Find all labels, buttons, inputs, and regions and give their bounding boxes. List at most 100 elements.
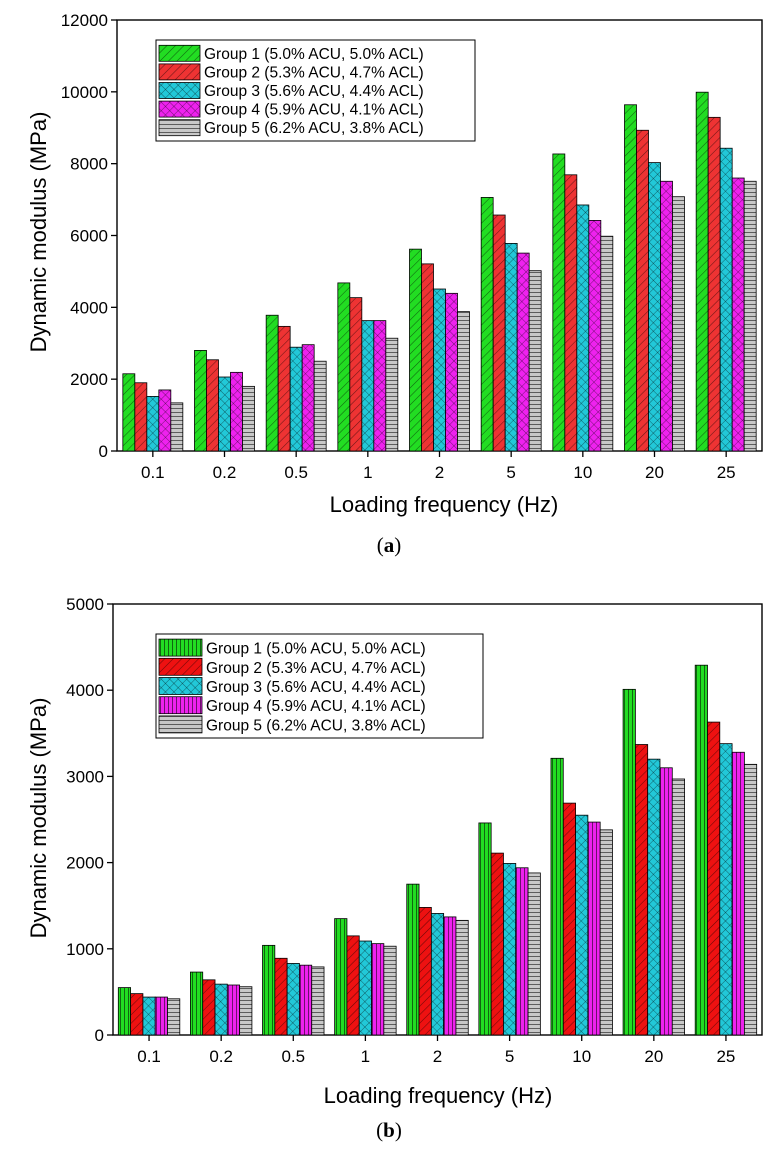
bar-hatch (480, 197, 494, 452)
bar-hatch (576, 204, 590, 452)
bar-hatch (707, 721, 721, 1036)
bar-hatch (142, 996, 156, 1036)
x-tick-label: 0.1 (137, 1047, 161, 1066)
y-tick-label: 0 (95, 1026, 104, 1045)
bar-hatch (371, 943, 385, 1036)
legend-swatch-hatch (158, 82, 201, 99)
bar-hatch (694, 664, 708, 1036)
x-tick-label: 2 (433, 1047, 442, 1066)
bar-hatch (731, 751, 745, 1036)
series-group-5 (167, 763, 758, 1036)
bar-hatch (130, 993, 144, 1036)
figure-caption: (a) (377, 533, 402, 557)
series-group-2 (130, 721, 721, 1036)
bar-hatch (731, 177, 745, 452)
y-tick-label: 6000 (70, 227, 108, 246)
y-tick-label: 10000 (61, 83, 108, 102)
bar-hatch (527, 872, 541, 1036)
series-group-3 (142, 743, 733, 1036)
bar-hatch (503, 863, 517, 1036)
bar-hatch (299, 964, 313, 1036)
bar-hatch (672, 196, 685, 452)
bar-hatch (239, 986, 253, 1036)
series-group-1 (117, 664, 708, 1036)
figure-caption: (b) (376, 1118, 402, 1142)
bar-hatch (433, 288, 446, 452)
x-tick-label: 0.5 (281, 1047, 305, 1066)
bar-hatch (194, 350, 207, 452)
bar-hatch (504, 243, 518, 452)
legend-swatch-hatch (158, 715, 203, 734)
caption-open: ( (377, 533, 384, 557)
y-tick-label: 4000 (70, 298, 108, 317)
x-tick-label: 0.5 (284, 463, 308, 482)
bar-hatch (218, 376, 231, 452)
bar-hatch (707, 116, 721, 452)
bar-hatch (373, 320, 387, 452)
bar-hatch (562, 802, 576, 1036)
bar-hatch (242, 385, 255, 452)
bar-hatch (289, 346, 303, 452)
x-tick-label: 5 (506, 463, 515, 482)
bar-hatch (346, 935, 360, 1036)
bar-hatch (478, 822, 492, 1036)
caption-close: ) (394, 533, 401, 557)
bar-hatch (636, 129, 649, 452)
bar-hatch (719, 147, 733, 452)
bar-hatch (170, 402, 184, 452)
legend-swatch-hatch (158, 44, 201, 62)
bar-hatch (455, 919, 469, 1036)
legend-label: Group 4 (5.9% ACU, 4.1% ACL) (204, 102, 424, 119)
y-tick-label: 0 (99, 442, 108, 461)
caption-open: ( (376, 1118, 383, 1142)
x-tick-label: 20 (644, 1047, 663, 1066)
x-tick-label: 2 (435, 463, 444, 482)
legend-label: Group 1 (5.0% ACU, 5.0% ACL) (206, 641, 426, 658)
caption-letter: b (383, 1118, 395, 1142)
x-tick-label: 25 (716, 1047, 735, 1066)
y-tick-label: 8000 (70, 155, 108, 174)
legend: Group 1 (5.0% ACU, 5.0% ACL)Group 2 (5.3… (155, 39, 476, 142)
legend-box (155, 39, 476, 142)
bar-hatch (409, 248, 422, 452)
x-tick-label: 10 (572, 1047, 591, 1066)
bar-hatch (743, 763, 758, 1036)
legend-swatch-hatch (158, 696, 203, 715)
bar-hatch (358, 940, 372, 1036)
y-tick-label: 5000 (66, 595, 104, 614)
bar-hatch (552, 153, 566, 452)
legend-swatch-hatch (158, 657, 203, 676)
bar-hatch (226, 984, 241, 1036)
bar-hatch (624, 104, 637, 452)
bar-hatch (274, 957, 288, 1036)
bar-hatch (349, 297, 363, 452)
x-tick-label: 10 (573, 463, 592, 482)
bar-hatch (457, 311, 470, 452)
bar-hatch (719, 743, 733, 1036)
x-tick-label: 5 (505, 1047, 514, 1066)
x-tick-label: 1 (361, 1047, 370, 1066)
bar-hatch (262, 944, 276, 1036)
legend-label: Group 1 (5.0% ACU, 5.0% ACL) (204, 46, 424, 63)
bar-hatch (659, 767, 673, 1036)
series-group-5 (170, 180, 757, 452)
legend-label: Group 5 (6.2% ACU, 3.8% ACL) (204, 120, 424, 137)
y-axis-title: Dynamic modulus (MPa) (26, 698, 51, 939)
x-tick-label: 20 (645, 463, 664, 482)
bar-hatch (671, 778, 685, 1036)
bar-hatch (490, 852, 504, 1036)
y-tick-label: 3000 (66, 767, 104, 786)
bar-hatch (202, 979, 216, 1036)
bar-hatch (406, 883, 420, 1036)
bar-hatch (158, 389, 172, 452)
bar-hatch (190, 971, 204, 1036)
x-tick-label: 0.2 (213, 463, 237, 482)
bar-hatch (311, 966, 325, 1036)
legend-swatch-hatch (158, 100, 201, 118)
bar-hatch (167, 998, 181, 1036)
x-tick-label: 0.2 (209, 1047, 233, 1066)
bar-hatch (337, 282, 351, 452)
bar-hatch (660, 180, 673, 452)
y-tick-label: 12000 (61, 11, 108, 30)
legend-swatch-hatch (158, 63, 201, 81)
